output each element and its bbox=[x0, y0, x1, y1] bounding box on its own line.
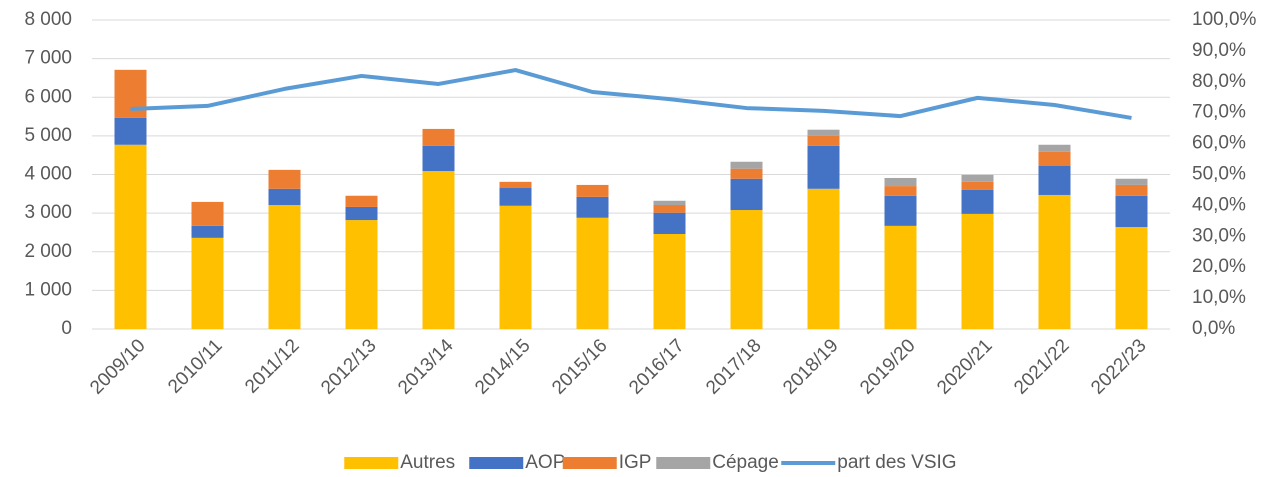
bar-segment bbox=[576, 196, 609, 218]
bar-segment bbox=[653, 212, 686, 234]
y2-tick-label: 10,0% bbox=[1192, 287, 1246, 308]
bar-segment bbox=[653, 200, 686, 206]
x-tick-label: 2011/12 bbox=[241, 335, 303, 397]
legend-label: Cépage bbox=[712, 452, 779, 473]
bar-segment bbox=[191, 201, 224, 226]
bar-segment bbox=[807, 145, 840, 189]
bar-segment bbox=[422, 145, 455, 172]
bar-segment bbox=[1038, 151, 1071, 167]
bar-segment bbox=[345, 220, 378, 329]
bar-segment bbox=[961, 189, 994, 214]
bar-segment bbox=[653, 233, 686, 329]
x-tick-label: 2017/18 bbox=[702, 335, 765, 398]
bar-segment bbox=[499, 181, 532, 189]
x-tick-label: 2014/15 bbox=[471, 335, 534, 398]
bar-segment bbox=[807, 129, 840, 136]
y-tick-label: 4 000 bbox=[24, 164, 72, 185]
y-tick-label: 3 000 bbox=[24, 202, 72, 223]
bar-segment bbox=[807, 188, 840, 329]
x-tick-label: 2016/17 bbox=[625, 335, 688, 398]
bar-segment bbox=[884, 186, 917, 196]
bar-segment bbox=[730, 178, 763, 211]
bar-segment bbox=[268, 205, 301, 329]
bar-segment bbox=[576, 217, 609, 329]
legend-swatch bbox=[656, 457, 711, 469]
y-tick-label: 6 000 bbox=[24, 86, 72, 107]
legend-swatch bbox=[562, 457, 617, 469]
y-tick-label: 5 000 bbox=[24, 125, 72, 146]
x-tick-label: 2015/16 bbox=[548, 335, 611, 398]
bar-segment bbox=[884, 195, 917, 226]
bar-segment bbox=[961, 213, 994, 329]
bar-segment bbox=[730, 161, 763, 169]
x-tick-label: 2021/22 bbox=[1010, 335, 1073, 398]
bar-segment bbox=[884, 177, 917, 187]
bar-segment bbox=[191, 237, 224, 329]
legend-label: IGP bbox=[619, 452, 652, 473]
x-tick-label: 2012/13 bbox=[317, 335, 380, 398]
x-tick-label: 2018/19 bbox=[779, 335, 842, 398]
x-tick-label: 2010/11 bbox=[164, 335, 226, 397]
y-tick-label: 7 000 bbox=[24, 48, 72, 69]
y-tick-label: 2 000 bbox=[24, 241, 72, 262]
y2-tick-label: 40,0% bbox=[1192, 194, 1246, 215]
bar-segment bbox=[1115, 227, 1148, 329]
line bbox=[130, 68, 1132, 120]
bar-segment bbox=[191, 225, 224, 238]
x-tick-label: 2019/20 bbox=[856, 335, 919, 398]
bar-segment bbox=[1038, 194, 1071, 329]
bar-segment bbox=[345, 206, 378, 221]
y-tick-label: 0 bbox=[61, 318, 72, 339]
bar-segment bbox=[114, 144, 147, 329]
bar-segment bbox=[1038, 144, 1071, 152]
y2-tick-label: 90,0% bbox=[1192, 40, 1246, 61]
y2-tick-label: 0,0% bbox=[1192, 318, 1235, 339]
bar-segment bbox=[730, 210, 763, 329]
bar-segment bbox=[268, 188, 301, 206]
bar-segment bbox=[1038, 166, 1071, 195]
bar-segment bbox=[576, 184, 609, 197]
y-tick-label: 8 000 bbox=[24, 9, 72, 30]
bar-segment bbox=[345, 195, 378, 207]
bar-segment bbox=[730, 168, 763, 179]
legend-label: AOP bbox=[525, 452, 565, 473]
y2-tick-label: 100,0% bbox=[1192, 9, 1257, 30]
x-tick-label: 2022/23 bbox=[1087, 335, 1150, 398]
bar-segment bbox=[961, 174, 994, 182]
bar-segment bbox=[1115, 184, 1148, 196]
y2-tick-label: 20,0% bbox=[1192, 256, 1246, 277]
x-tick-label: 2020/21 bbox=[933, 335, 996, 398]
x-tick-label: 2009/10 bbox=[86, 335, 149, 398]
x-tick-label: 2013/14 bbox=[394, 335, 458, 399]
bar-segment bbox=[422, 128, 455, 146]
bar-segment bbox=[961, 181, 994, 190]
bar-segment bbox=[653, 205, 686, 213]
bar-segment bbox=[1115, 195, 1148, 228]
bar-segment bbox=[499, 205, 532, 329]
bar-segment bbox=[422, 171, 455, 329]
legend-swatch bbox=[469, 457, 524, 469]
y2-tick-label: 80,0% bbox=[1192, 71, 1246, 92]
legend-label: Autres bbox=[400, 452, 455, 473]
bar-segment bbox=[499, 188, 532, 206]
bar-segment bbox=[268, 169, 301, 189]
bar-segment bbox=[1115, 178, 1148, 185]
bar-segment bbox=[884, 225, 917, 329]
y-tick-label: 1 000 bbox=[24, 279, 72, 300]
legend-swatch bbox=[344, 457, 399, 469]
legend-label: part des VSIG bbox=[837, 452, 956, 473]
bar-segment bbox=[114, 117, 147, 145]
y2-tick-label: 60,0% bbox=[1192, 133, 1246, 154]
y2-tick-label: 50,0% bbox=[1192, 164, 1246, 185]
bar-segment bbox=[807, 135, 840, 146]
y2-tick-label: 30,0% bbox=[1192, 225, 1246, 246]
y2-tick-label: 70,0% bbox=[1192, 102, 1246, 123]
